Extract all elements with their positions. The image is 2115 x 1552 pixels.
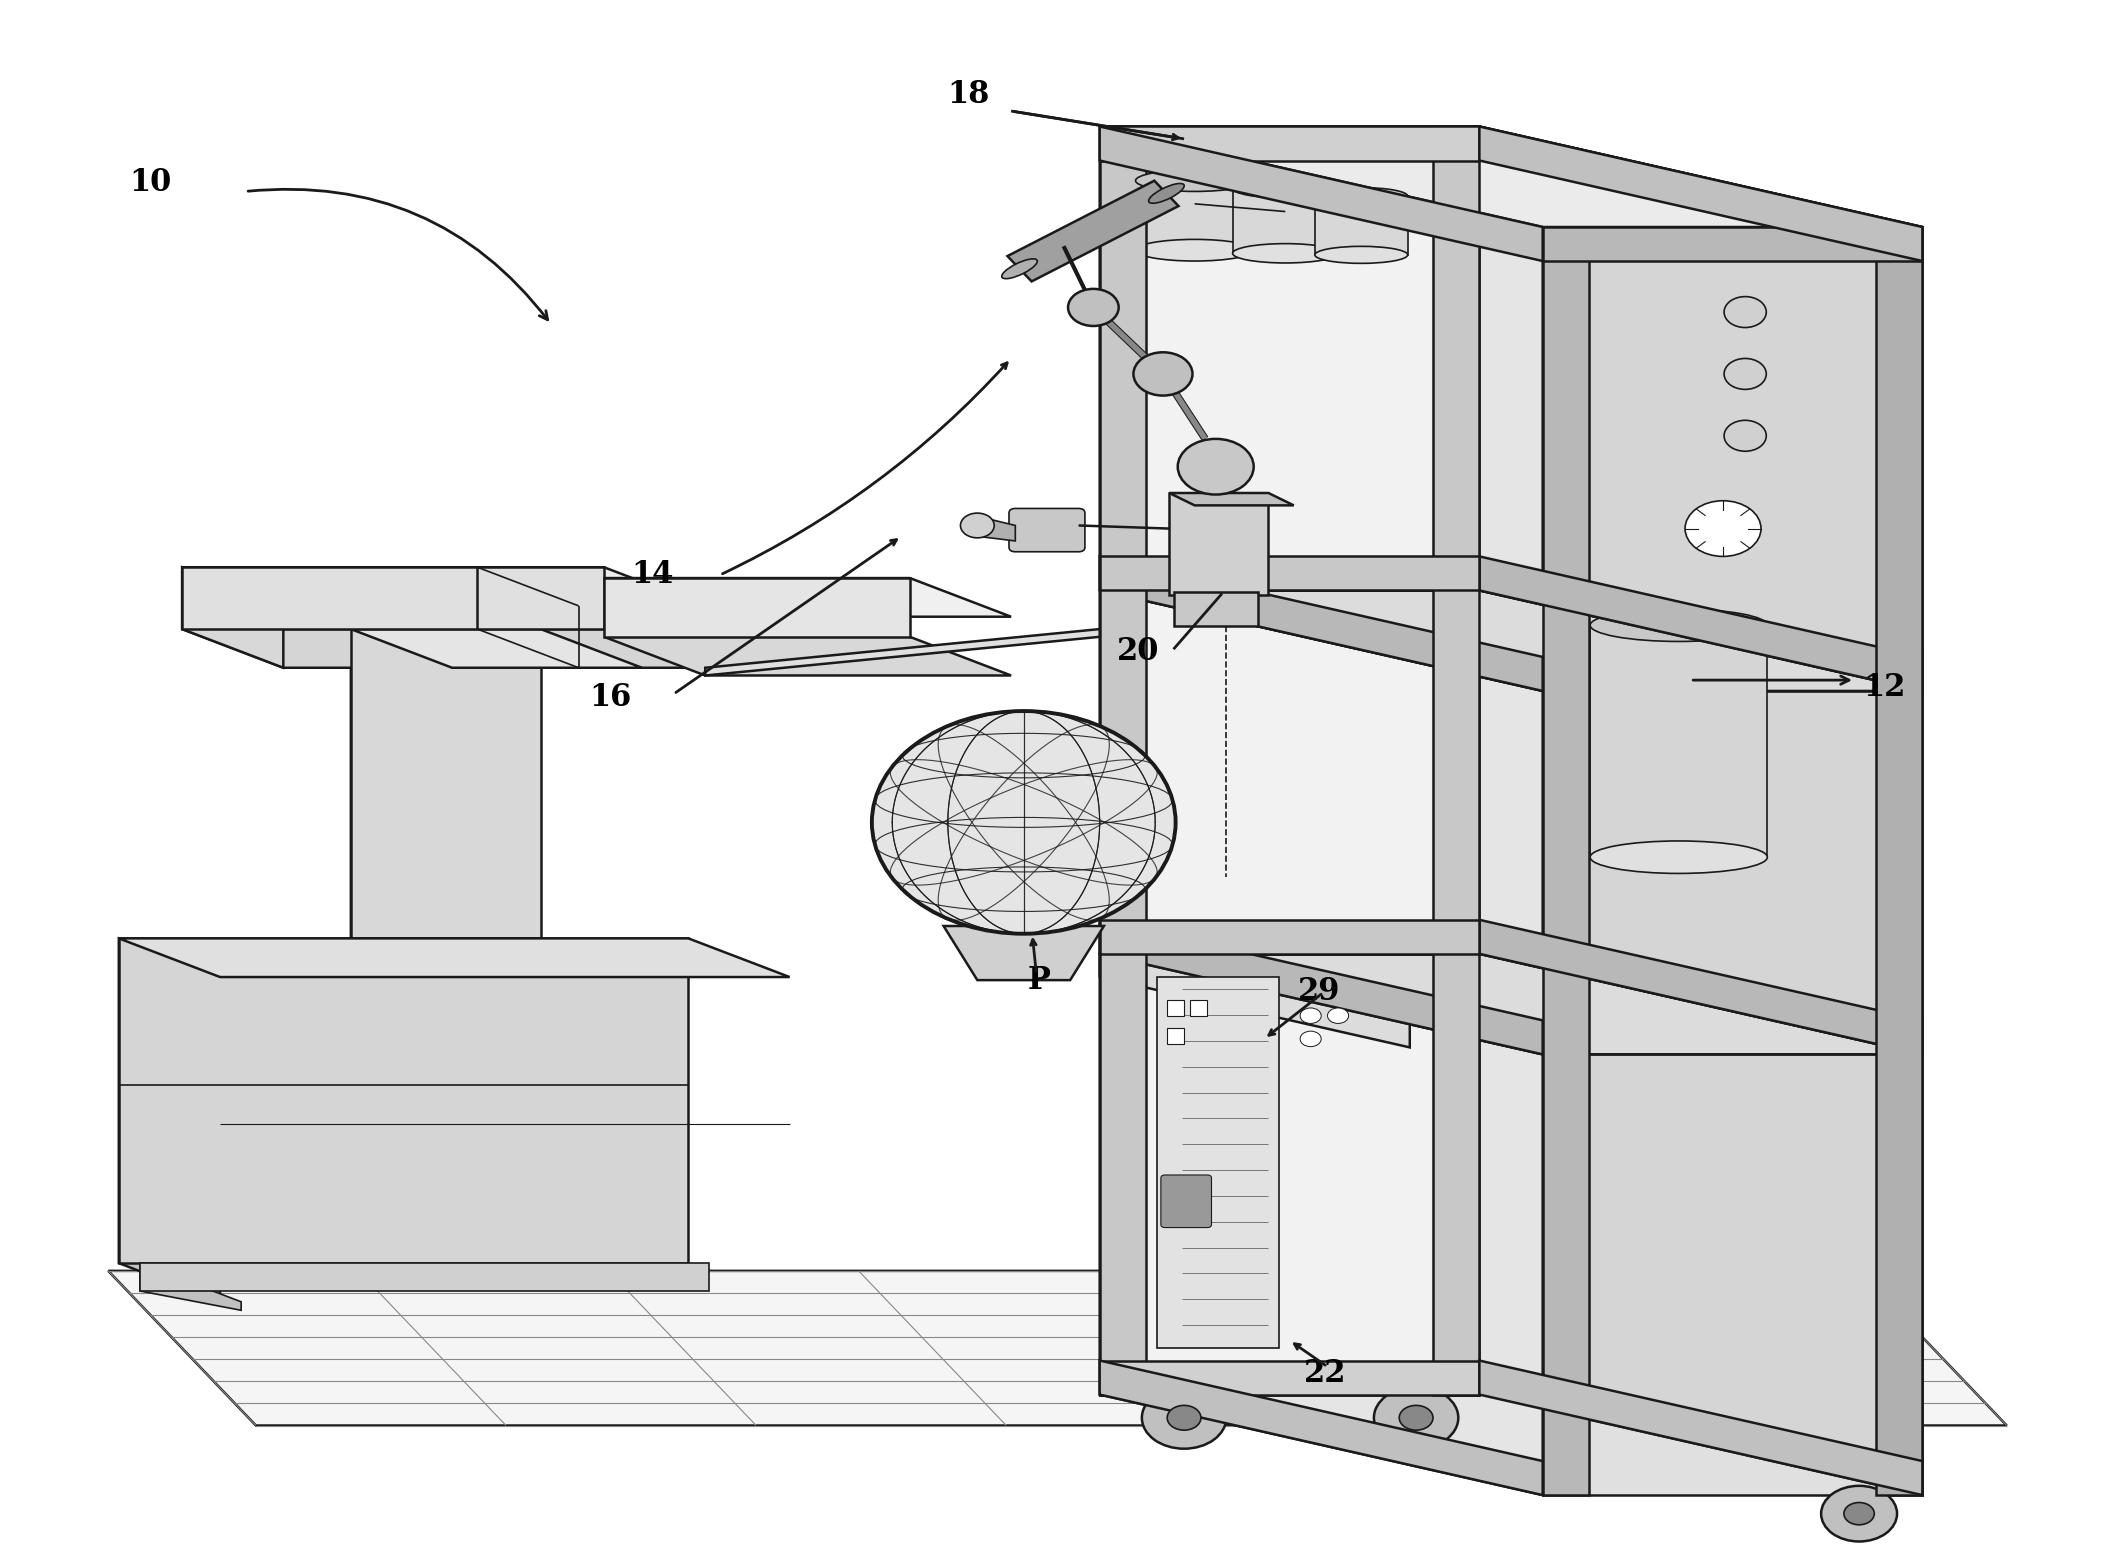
Polygon shape — [1100, 127, 1146, 1395]
Circle shape — [1724, 296, 1766, 327]
Polygon shape — [1100, 127, 1542, 1495]
Polygon shape — [1007, 180, 1178, 281]
Circle shape — [1844, 1502, 1874, 1524]
Text: 10: 10 — [129, 168, 171, 199]
Polygon shape — [351, 629, 643, 667]
Bar — [1233, 188, 1339, 253]
Ellipse shape — [1003, 259, 1036, 279]
Polygon shape — [605, 577, 909, 636]
Polygon shape — [351, 629, 541, 939]
Text: 22: 22 — [1305, 1358, 1347, 1389]
Polygon shape — [1100, 557, 1542, 691]
Polygon shape — [1478, 1361, 1923, 1495]
Circle shape — [1178, 439, 1254, 495]
Circle shape — [1375, 1387, 1459, 1448]
Polygon shape — [605, 577, 1011, 616]
Polygon shape — [605, 636, 1011, 675]
Polygon shape — [118, 939, 687, 1263]
Circle shape — [1167, 1406, 1201, 1429]
Polygon shape — [1100, 954, 1411, 1048]
Polygon shape — [977, 517, 1015, 542]
Polygon shape — [1434, 127, 1478, 1395]
Circle shape — [871, 711, 1176, 934]
Polygon shape — [1542, 227, 1923, 261]
Polygon shape — [1157, 978, 1280, 1349]
Polygon shape — [1100, 127, 1542, 261]
Circle shape — [1724, 359, 1766, 390]
Polygon shape — [1100, 557, 1478, 590]
Polygon shape — [1100, 954, 1923, 1054]
Polygon shape — [1100, 920, 1542, 1054]
Polygon shape — [182, 566, 704, 605]
Ellipse shape — [1590, 841, 1768, 874]
Polygon shape — [118, 939, 220, 1302]
Bar — [1174, 591, 1258, 625]
Text: 16: 16 — [590, 683, 632, 714]
Polygon shape — [1170, 494, 1294, 506]
Circle shape — [1724, 421, 1766, 452]
Bar — [1167, 1027, 1184, 1043]
Circle shape — [1068, 289, 1119, 326]
Text: 18: 18 — [948, 79, 990, 110]
Text: 20: 20 — [1117, 636, 1159, 667]
Ellipse shape — [1316, 247, 1409, 264]
Polygon shape — [1100, 127, 1478, 160]
Polygon shape — [1100, 1361, 1478, 1395]
Polygon shape — [1478, 127, 1923, 261]
Polygon shape — [108, 1271, 2007, 1425]
Polygon shape — [140, 1263, 241, 1310]
Ellipse shape — [1148, 183, 1184, 203]
Ellipse shape — [1136, 169, 1254, 191]
Polygon shape — [182, 566, 605, 629]
Text: P: P — [1028, 965, 1051, 996]
Bar — [1191, 999, 1208, 1015]
Ellipse shape — [1233, 178, 1339, 199]
Bar — [1136, 180, 1254, 250]
Circle shape — [960, 514, 994, 539]
FancyArrowPatch shape — [1694, 677, 1849, 684]
Polygon shape — [1542, 227, 1588, 1495]
FancyArrowPatch shape — [247, 189, 548, 320]
Polygon shape — [1100, 920, 1478, 954]
Polygon shape — [351, 629, 453, 978]
Polygon shape — [1478, 920, 1923, 1054]
Polygon shape — [1478, 127, 1923, 1495]
Bar — [1316, 196, 1409, 255]
Polygon shape — [1100, 127, 1923, 227]
Ellipse shape — [1136, 239, 1254, 261]
Text: 12: 12 — [1863, 672, 1906, 703]
Polygon shape — [1100, 590, 1923, 691]
Circle shape — [1821, 1485, 1897, 1541]
Polygon shape — [140, 1263, 709, 1291]
Bar — [1167, 999, 1184, 1015]
Polygon shape — [1100, 127, 1478, 1395]
Circle shape — [1142, 1387, 1227, 1448]
Polygon shape — [704, 629, 1100, 675]
Circle shape — [1301, 1007, 1322, 1023]
Polygon shape — [118, 939, 789, 978]
Text: 29: 29 — [1299, 976, 1341, 1007]
Ellipse shape — [1316, 188, 1409, 205]
Circle shape — [1328, 1007, 1349, 1023]
Polygon shape — [1100, 1361, 1542, 1495]
Ellipse shape — [1233, 244, 1339, 262]
Polygon shape — [943, 927, 1104, 981]
Circle shape — [1686, 501, 1762, 557]
Polygon shape — [1170, 494, 1269, 594]
Circle shape — [1400, 1406, 1434, 1429]
Polygon shape — [1542, 227, 1923, 1495]
Polygon shape — [182, 629, 704, 667]
Ellipse shape — [1590, 608, 1768, 641]
Polygon shape — [1478, 557, 1923, 691]
FancyBboxPatch shape — [1161, 1175, 1212, 1228]
Polygon shape — [182, 566, 283, 667]
Circle shape — [1134, 352, 1193, 396]
FancyBboxPatch shape — [1009, 509, 1085, 553]
Bar — [1590, 625, 1768, 857]
Polygon shape — [1876, 227, 1923, 1495]
Circle shape — [1301, 1031, 1322, 1046]
Text: 14: 14 — [632, 559, 675, 590]
